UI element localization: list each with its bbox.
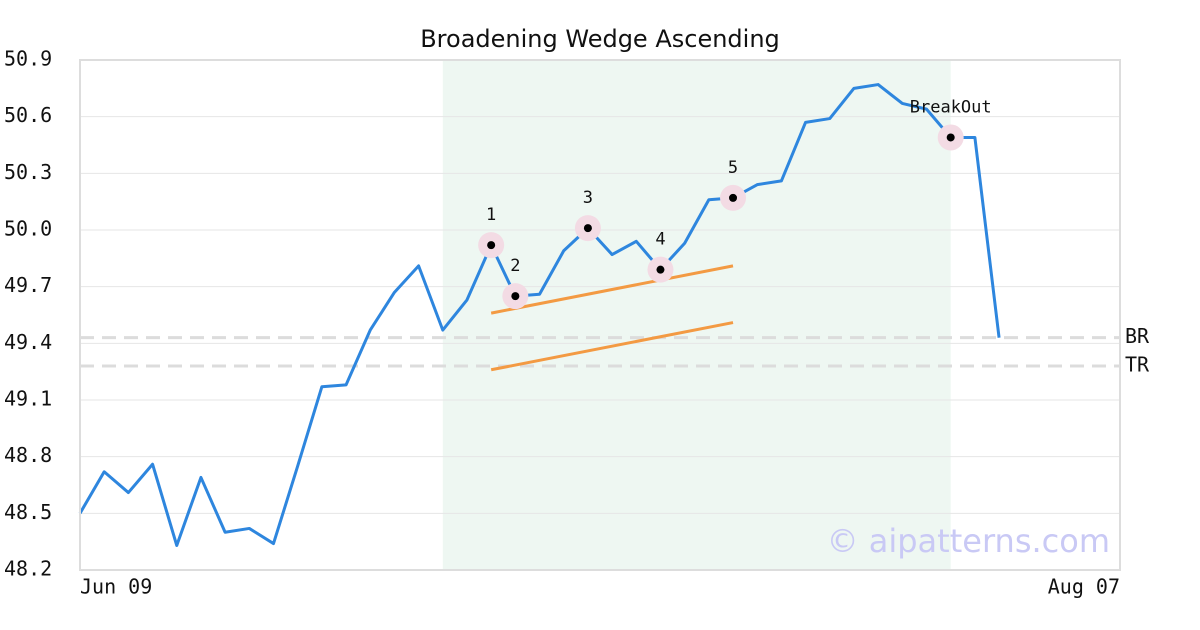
point-label: 3 <box>583 188 593 208</box>
pattern-point <box>511 292 520 301</box>
price-line <box>78 83 1001 547</box>
x-tick-label: Aug 07 <box>1048 575 1120 599</box>
y-tick-label: 50.0 <box>4 217 52 241</box>
trend-line <box>490 321 734 372</box>
y-tick-label: 49.1 <box>4 387 52 411</box>
y-tick-label: 49.4 <box>4 330 52 354</box>
pattern-region <box>442 60 951 570</box>
watermark: © aipatterns.com <box>827 522 1110 560</box>
y-tick-label: 50.6 <box>4 103 52 127</box>
pattern-point <box>487 241 496 250</box>
pattern-point <box>729 193 738 202</box>
y-tick-label: 48.8 <box>4 443 52 467</box>
level-label: TR <box>1125 353 1150 377</box>
y-tick-label: 50.3 <box>4 160 52 184</box>
chart-title: Broadening Wedge Ascending <box>420 25 780 53</box>
pattern-point <box>583 224 592 233</box>
trend-line <box>490 264 734 315</box>
point-label: 4 <box>655 230 665 250</box>
y-tick-label: 48.5 <box>4 500 52 524</box>
point-label: 2 <box>510 256 520 276</box>
point-label: 1 <box>486 205 496 225</box>
level-label: BR <box>1125 324 1150 348</box>
point-label: 5 <box>728 158 738 178</box>
point-label: BreakOut <box>910 97 992 117</box>
y-tick-label: 50.9 <box>4 47 52 71</box>
plot-frame <box>79 59 1121 571</box>
pattern-point <box>656 265 665 274</box>
y-tick-label: 48.2 <box>4 557 52 581</box>
x-tick-label: Jun 09 <box>80 575 152 599</box>
y-tick-label: 49.7 <box>4 273 52 297</box>
pattern-point <box>946 133 955 142</box>
